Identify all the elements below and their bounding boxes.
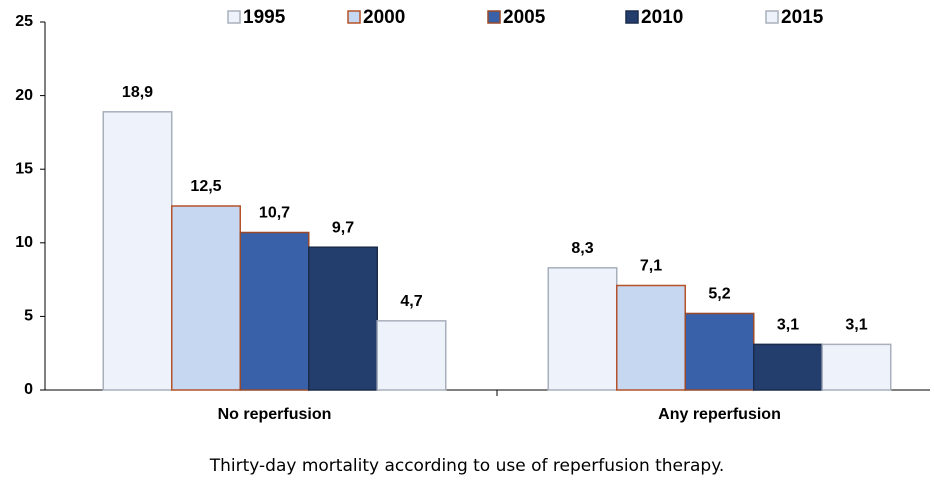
value-label: 18,9 [122, 84, 153, 101]
value-label: 8,3 [571, 240, 593, 257]
bar [684, 312, 755, 391]
bar [821, 343, 892, 391]
value-label: 4,7 [400, 293, 422, 310]
legend-label: 1995 [243, 7, 286, 28]
y-tick-label: 20 [15, 87, 33, 104]
y-tick-label: 25 [15, 13, 33, 30]
bar [547, 267, 618, 391]
legend-marker [765, 10, 779, 24]
value-label: 10,7 [259, 205, 290, 222]
legend-marker [227, 10, 241, 24]
y-tick-label: 5 [24, 308, 33, 325]
bar [376, 320, 447, 391]
value-label: 7,1 [640, 258, 662, 275]
caption: Thirty-day mortality according to use of… [209, 456, 725, 476]
bar [616, 284, 686, 391]
legend-label: 2005 [503, 7, 546, 28]
y-tick-label: 10 [15, 234, 33, 251]
y-tick-label: 0 [24, 381, 33, 398]
bar [102, 111, 173, 391]
bar [308, 246, 378, 391]
legend-marker [625, 10, 639, 24]
value-label: 3,1 [845, 317, 867, 334]
value-label: 12,5 [190, 178, 221, 195]
x-tick-label: Any reperfusion [658, 406, 781, 423]
legend-label: 2010 [641, 7, 683, 28]
value-label: 9,7 [332, 219, 354, 236]
value-label: 5,2 [708, 286, 730, 303]
bar [239, 231, 310, 391]
legend-marker [347, 10, 361, 24]
legend-label: 2000 [363, 7, 405, 28]
value-label: 3,1 [777, 317, 799, 334]
x-tick-label: No reperfusion [218, 406, 332, 423]
bar [171, 205, 241, 391]
bar [753, 343, 823, 391]
y-tick-label: 15 [15, 160, 33, 177]
legend-label: 2015 [781, 7, 824, 28]
legend-marker [487, 10, 501, 24]
